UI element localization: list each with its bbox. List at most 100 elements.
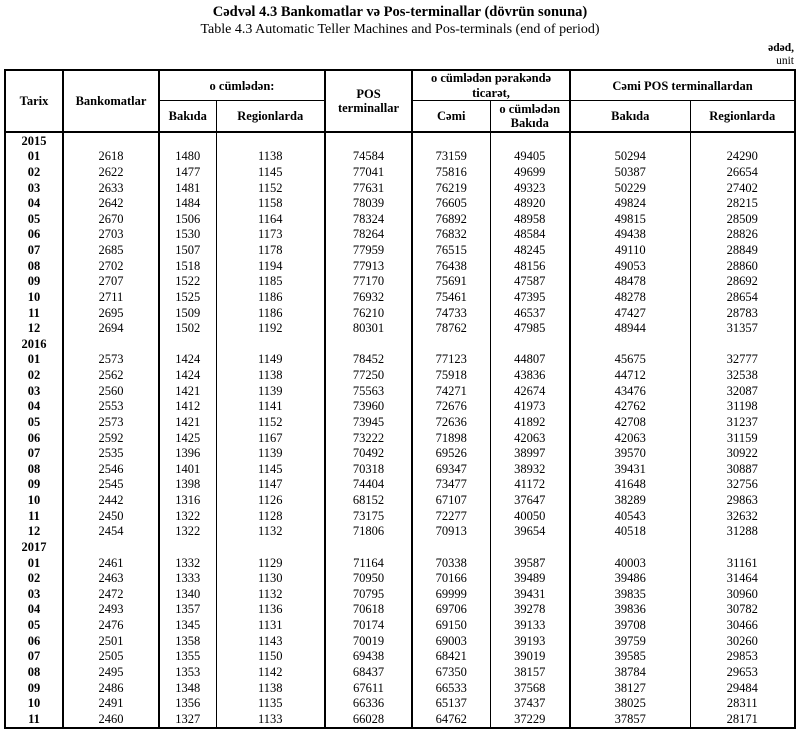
value-cell: 28171 bbox=[689, 711, 796, 728]
value-cell: 1164 bbox=[215, 211, 325, 227]
empty-cell bbox=[62, 132, 159, 149]
empty-cell bbox=[158, 336, 216, 352]
value-cell: 1530 bbox=[158, 226, 216, 243]
value-cell: 1358 bbox=[158, 633, 216, 649]
month-cell: 10 bbox=[27, 493, 41, 508]
table-row: 06 2703 1530 1173 78264 76832 48584 49438 28826 bbox=[5, 226, 796, 243]
value-cell: 31198 bbox=[689, 398, 796, 415]
year-row: 2016 bbox=[5, 336, 796, 352]
value-cell: 38932 bbox=[489, 461, 571, 477]
value-cell: 70795 bbox=[324, 586, 412, 602]
value-cell: 76515 bbox=[411, 242, 490, 259]
value-cell: 69438 bbox=[324, 648, 412, 665]
header-including-baku: Bakıda bbox=[158, 100, 216, 134]
month-cell: 07 bbox=[27, 243, 41, 258]
value-cell: 42708 bbox=[569, 414, 691, 430]
value-cell: 29653 bbox=[689, 664, 796, 680]
empty-cell bbox=[569, 132, 691, 149]
value-cell: 46537 bbox=[489, 304, 571, 321]
header-tarix: Tarix bbox=[5, 70, 63, 134]
value-cell: 76438 bbox=[411, 258, 490, 274]
month-cell: 09 bbox=[27, 477, 41, 492]
value-cell: 71164 bbox=[324, 554, 412, 571]
unit-label: ədəd, unit bbox=[0, 42, 800, 68]
value-cell: 1333 bbox=[158, 570, 216, 587]
value-cell: 48920 bbox=[489, 195, 571, 212]
month-cell: 09 bbox=[27, 680, 41, 695]
value-cell: 69526 bbox=[411, 445, 490, 462]
value-cell: 28215 bbox=[689, 195, 796, 212]
value-cell: 29484 bbox=[689, 679, 796, 696]
month-cell: 02 bbox=[27, 368, 41, 383]
value-cell: 1356 bbox=[158, 695, 216, 712]
value-cell: 70618 bbox=[324, 601, 412, 618]
value-cell: 71898 bbox=[411, 429, 490, 446]
value-cell: 47427 bbox=[569, 304, 691, 321]
month-cell: 07 bbox=[27, 649, 41, 664]
value-cell: 50294 bbox=[569, 148, 691, 165]
month-cell: 02 bbox=[27, 164, 41, 179]
value-cell: 74404 bbox=[324, 476, 412, 493]
value-cell: 1506 bbox=[158, 211, 216, 227]
empty-cell bbox=[324, 336, 412, 352]
value-cell: 30260 bbox=[689, 633, 796, 649]
empty-cell bbox=[158, 132, 216, 149]
value-cell: 49824 bbox=[569, 195, 691, 212]
value-cell: 70950 bbox=[324, 570, 412, 587]
value-cell: 39570 bbox=[569, 445, 691, 462]
value-cell: 32632 bbox=[689, 508, 796, 524]
value-cell: 70166 bbox=[411, 570, 490, 587]
value-cell: 28783 bbox=[689, 304, 796, 321]
value-cell: 72277 bbox=[411, 508, 490, 524]
value-cell: 41172 bbox=[489, 476, 571, 493]
table-row: 03 2633 1481 1152 77631 76219 49323 50229 27402 bbox=[5, 179, 796, 196]
value-cell: 71806 bbox=[324, 523, 412, 540]
table-row: 02 2622 1477 1145 77041 75816 49699 50387 26654 bbox=[5, 164, 796, 180]
value-cell: 1141 bbox=[215, 398, 325, 415]
value-cell: 2486 bbox=[62, 679, 159, 696]
value-cell: 2472 bbox=[62, 586, 159, 602]
table-row: 07 2535 1396 1139 70492 69526 38997 39570 30922 bbox=[5, 445, 796, 462]
value-cell: 2493 bbox=[62, 601, 159, 618]
value-cell: 1353 bbox=[158, 664, 216, 680]
value-cell: 73222 bbox=[324, 429, 412, 446]
value-cell: 40543 bbox=[569, 508, 691, 524]
value-cell: 69347 bbox=[411, 461, 490, 477]
month-cell: 05 bbox=[27, 618, 41, 633]
value-cell: 31161 bbox=[689, 554, 796, 571]
month-cell: 05 bbox=[27, 414, 41, 429]
value-cell: 1518 bbox=[158, 258, 216, 274]
value-cell: 2573 bbox=[62, 414, 159, 430]
value-cell: 1185 bbox=[215, 273, 325, 290]
value-cell: 74584 bbox=[324, 148, 412, 165]
value-cell: 48944 bbox=[569, 320, 691, 337]
month-cell: 06 bbox=[27, 633, 41, 648]
value-cell: 38025 bbox=[569, 695, 691, 712]
month-cell: 10 bbox=[27, 289, 41, 304]
value-cell: 37229 bbox=[489, 711, 571, 728]
empty-cell bbox=[489, 539, 571, 555]
value-cell: 37857 bbox=[569, 711, 691, 728]
value-cell: 73477 bbox=[411, 476, 490, 493]
value-cell: 2562 bbox=[62, 367, 159, 384]
value-cell: 66028 bbox=[324, 711, 412, 728]
value-cell: 47395 bbox=[489, 289, 571, 305]
value-cell: 31357 bbox=[689, 320, 796, 337]
value-cell: 27402 bbox=[689, 179, 796, 196]
value-cell: 66533 bbox=[411, 679, 490, 696]
value-cell: 1327 bbox=[158, 711, 216, 728]
value-cell: 1355 bbox=[158, 648, 216, 665]
value-cell: 1143 bbox=[215, 633, 325, 649]
header-pos-terminals: POS terminallar bbox=[324, 70, 412, 134]
month-cell: 04 bbox=[27, 196, 41, 211]
value-cell: 32087 bbox=[689, 383, 796, 399]
value-cell: 2501 bbox=[62, 633, 159, 649]
month-cell: 08 bbox=[27, 461, 41, 476]
value-cell: 1348 bbox=[158, 679, 216, 696]
value-cell: 69150 bbox=[411, 617, 490, 634]
value-cell: 1425 bbox=[158, 429, 216, 446]
value-cell: 1322 bbox=[158, 523, 216, 540]
month-cell: 08 bbox=[27, 664, 41, 679]
value-cell: 31237 bbox=[689, 414, 796, 430]
table-row: 08 2495 1353 1142 68437 67350 38157 38784 29653 bbox=[5, 664, 796, 680]
